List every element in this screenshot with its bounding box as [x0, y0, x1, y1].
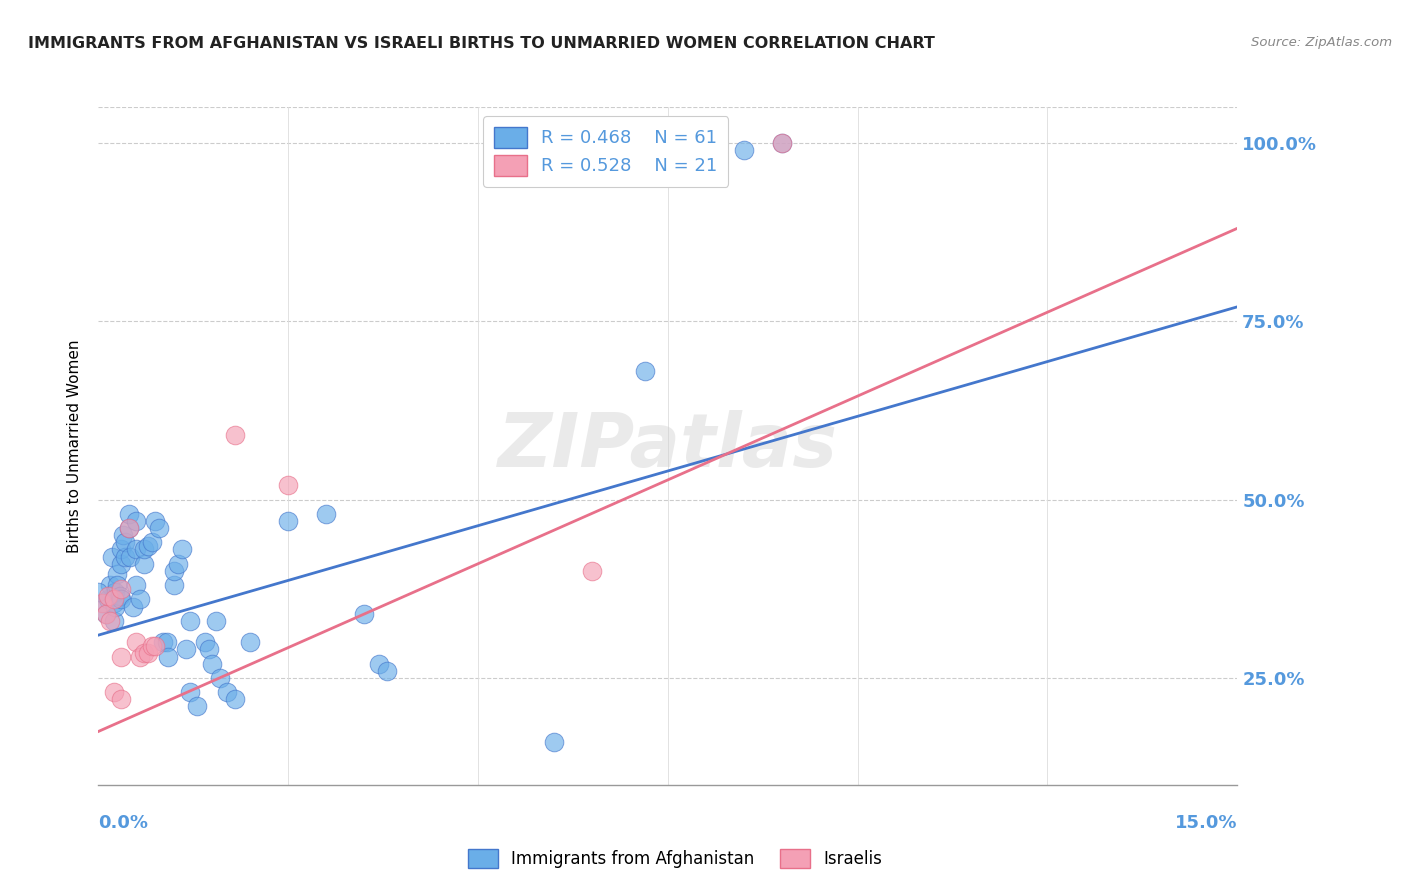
Point [208, 671, 231, 685]
Point [114, 535, 136, 549]
Point [111, 528, 134, 542]
Point [104, 585, 127, 599]
Point [136, 646, 159, 660]
Point [110, 542, 132, 557]
Point [120, 549, 142, 564]
Point [104, 599, 127, 614]
Point [157, 649, 180, 664]
Point [315, 507, 337, 521]
Point [94, 607, 117, 621]
Point [132, 557, 155, 571]
Point [224, 692, 246, 706]
Point [156, 821, 179, 835]
Point [581, 564, 603, 578]
Point [733, 143, 755, 157]
Point [107, 578, 129, 592]
Point [103, 685, 125, 699]
Point [121, 599, 143, 614]
Point [129, 649, 152, 664]
Point [163, 564, 186, 578]
Point [353, 607, 375, 621]
Point [118, 507, 141, 521]
Point [201, 657, 224, 671]
Point [179, 614, 201, 628]
Point [148, 521, 170, 535]
Point [141, 535, 163, 549]
Point [224, 428, 246, 442]
Point [103, 596, 125, 610]
Text: IMMIGRANTS FROM AFGHANISTAN VS ISRAELI BIRTHS TO UNMARRIED WOMEN CORRELATION CHA: IMMIGRANTS FROM AFGHANISTAN VS ISRAELI B… [28, 36, 935, 51]
Point [101, 549, 124, 564]
Point [205, 614, 228, 628]
Point [118, 521, 141, 535]
Point [108, 589, 131, 603]
Point [167, 557, 190, 571]
Point [194, 635, 217, 649]
Legend: R = 0.468    N = 61, R = 0.528    N = 21: R = 0.468 N = 61, R = 0.528 N = 21 [484, 116, 728, 186]
Point [170, 542, 193, 557]
Point [543, 735, 565, 749]
Text: ZIPatlas: ZIPatlas [498, 409, 838, 483]
Point [87, 585, 110, 599]
Point [114, 549, 136, 564]
Y-axis label: Births to Unmarried Women: Births to Unmarried Women [67, 339, 83, 553]
Point [125, 514, 148, 528]
Point [145, 514, 167, 528]
Point [91, 596, 114, 610]
Point [368, 657, 391, 671]
Text: Source: ZipAtlas.com: Source: ZipAtlas.com [1251, 36, 1392, 49]
Point [239, 635, 262, 649]
Point [129, 592, 152, 607]
Point [132, 646, 155, 660]
Point [770, 136, 793, 150]
Point [110, 649, 132, 664]
Point [93, 596, 115, 610]
Point [125, 635, 148, 649]
Point [110, 582, 132, 596]
Point [96, 589, 118, 603]
Point [125, 542, 148, 557]
Point [94, 607, 117, 621]
Text: 0.0%: 0.0% [98, 814, 149, 831]
Point [277, 478, 299, 492]
Point [110, 692, 132, 706]
Point [152, 635, 174, 649]
Point [197, 642, 219, 657]
Point [132, 542, 155, 557]
Point [770, 136, 793, 150]
Point [156, 635, 179, 649]
Legend: Immigrants from Afghanistan, Israelis: Immigrants from Afghanistan, Israelis [461, 842, 889, 875]
Point [375, 664, 398, 678]
Point [110, 557, 132, 571]
Point [107, 567, 129, 582]
Point [174, 642, 197, 657]
Point [163, 578, 186, 592]
Point [125, 578, 148, 592]
Point [217, 685, 239, 699]
Text: 15.0%: 15.0% [1175, 814, 1237, 831]
Point [179, 685, 201, 699]
Point [110, 592, 132, 607]
Point [98, 578, 121, 592]
Point [103, 592, 125, 607]
Point [118, 521, 141, 535]
Point [141, 639, 163, 653]
Point [98, 614, 121, 628]
Point [186, 699, 208, 714]
Point [277, 514, 299, 528]
Point [634, 364, 657, 378]
Point [96, 592, 118, 607]
Point [145, 639, 167, 653]
Point [136, 539, 159, 553]
Point [103, 614, 125, 628]
